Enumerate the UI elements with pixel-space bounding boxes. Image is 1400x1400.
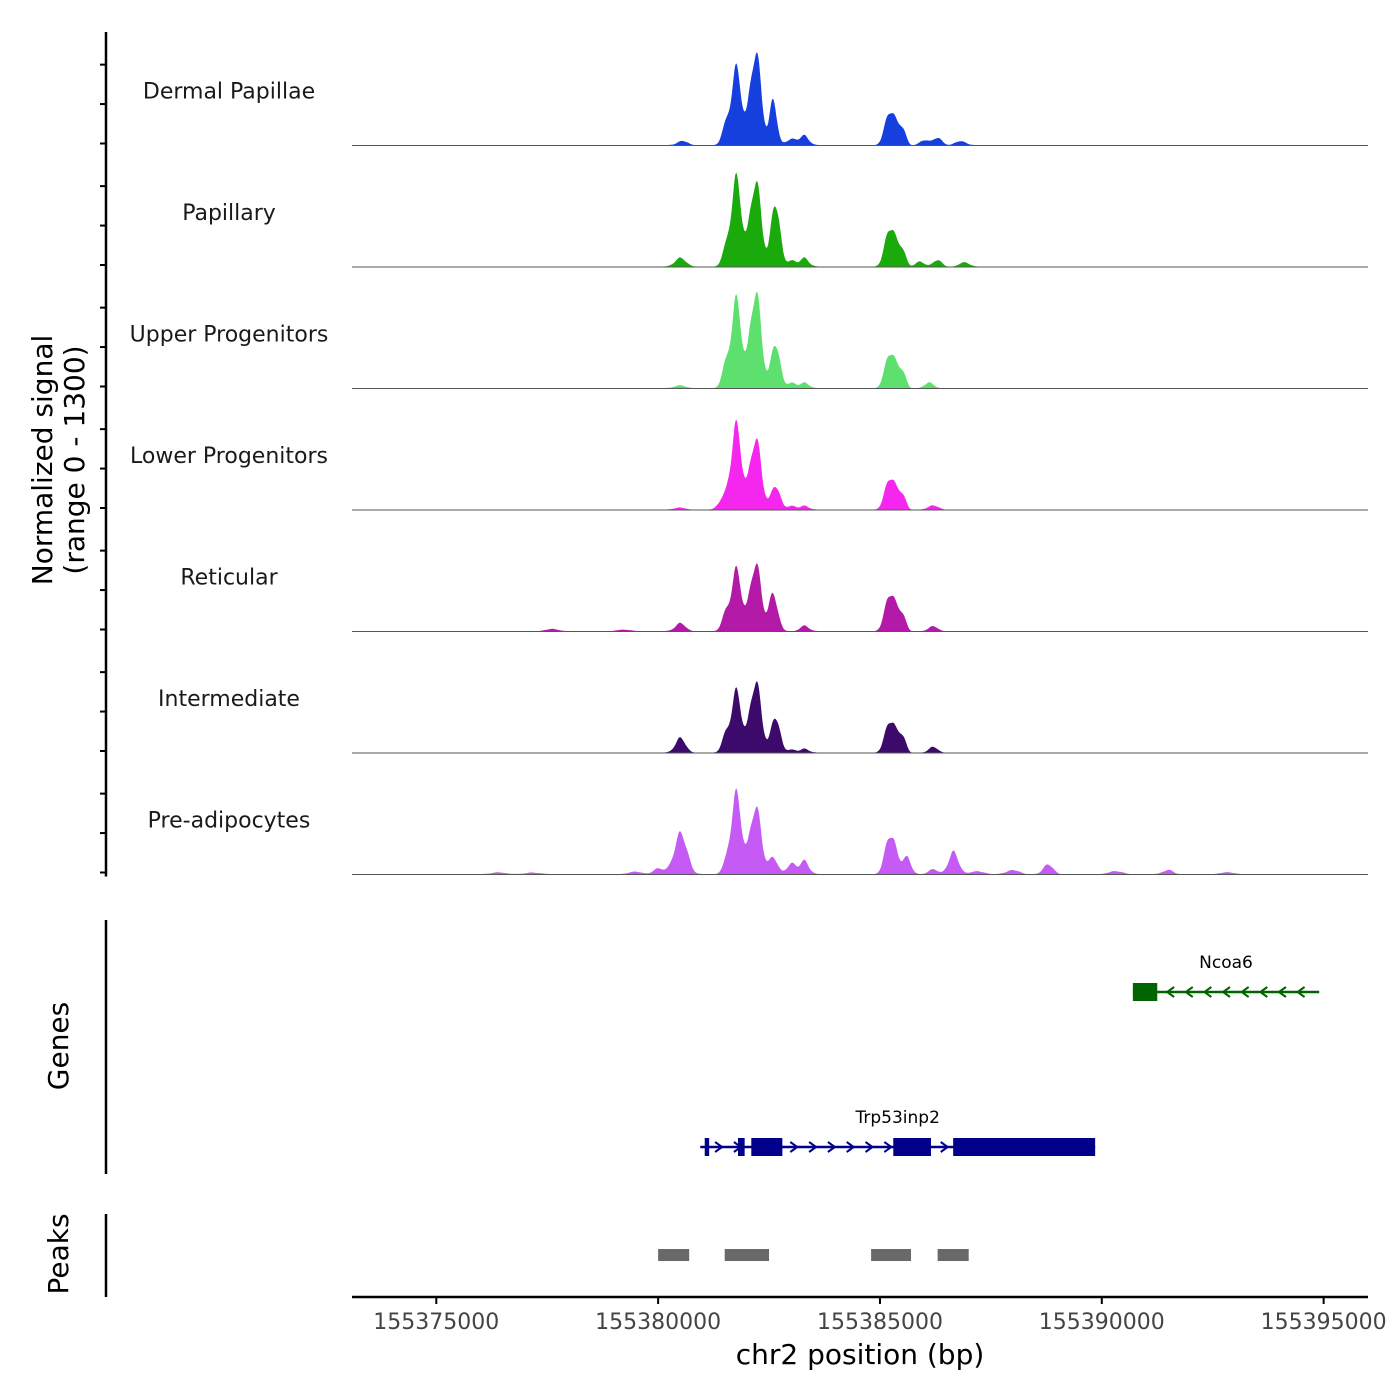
coverage-area [352,172,1320,267]
peak-region [937,1249,969,1261]
track-label: Dermal Papillae [143,80,315,105]
gene-exon [1132,983,1158,1001]
gene-exon [704,1138,710,1156]
signal-y-label-range: (range 0 - 1300) [58,345,91,574]
strand-arrow [1202,986,1212,998]
strand-arrow [940,1141,950,1153]
track-dermal-papillae: Dermal Papillae [143,52,1368,146]
coverage-area [352,291,1320,389]
track-label: Papillary [182,201,276,226]
gene-label: Ncoa6 [1199,953,1253,973]
strand-arrow [714,1141,724,1153]
x-axis-label: chr2 position (bp) [736,1338,985,1371]
gene-trp53inp2: Trp53inp2 [700,1108,1096,1156]
strand-arrow [808,1141,818,1153]
peak-region [724,1249,770,1261]
coverage-area [352,681,1320,753]
track-pre-adipocytes: Pre-adipocytes [148,788,1368,875]
coverage-area [352,52,1320,146]
strand-arrow [1239,986,1250,998]
peak-region [658,1249,690,1261]
x-axis: 155375000 155380000 155385000 155390000 1553… [352,1295,1387,1335]
track-label: Pre-adipocytes [148,809,311,834]
track-lower-progenitors: Lower Progenitors [130,419,1368,511]
coverage-area [352,563,1320,632]
strand-arrow [789,1141,800,1153]
coverage-tracks: Dermal Papillae Papillary Upper Progenitor… [130,52,1368,875]
track-label: Upper Progenitors [130,323,329,348]
gene-exon [737,1138,745,1156]
signal-y-label: Normalized signal [26,335,59,586]
track-papillary: Papillary [182,172,1368,268]
left-axes [100,32,108,877]
strand-arrow [1165,986,1175,998]
strand-arrow [1295,986,1306,998]
genes-y-label: Genes [42,1002,75,1090]
strand-arrow [827,1141,837,1153]
strand-arrow [883,1141,894,1153]
track-intermediate: Intermediate [158,681,1368,754]
track-reticular: Reticular [180,563,1368,632]
coverage-area [352,419,1320,510]
x-tick-label: 155385000 [817,1310,943,1335]
x-tick-label: 155395000 [1261,1310,1387,1335]
track-label: Lower Progenitors [130,444,328,469]
peaks-panel [104,1214,969,1297]
gene-exon [953,1138,1096,1156]
coverage-area [352,788,1320,875]
peak-region [871,1249,912,1261]
track-label: Reticular [180,566,278,591]
genes-panel: Ncoa6 Trp53inp2 [104,920,1320,1174]
x-tick-label: 155375000 [373,1310,499,1335]
gene-exon [751,1138,783,1156]
x-tick-label: 155380000 [595,1310,721,1335]
gene-label: Trp53inp2 [855,1108,940,1128]
track-upper-progenitors: Upper Progenitors [130,291,1368,389]
track-label: Intermediate [158,687,300,712]
strand-arrow [1221,986,1231,998]
gene-ncoa6: Ncoa6 [1132,953,1320,1001]
strand-arrow [1258,986,1268,998]
strand-arrow [1184,986,1194,998]
x-tick-label: 155390000 [1039,1310,1165,1335]
strand-arrow [846,1141,856,1153]
strand-arrow [1277,986,1287,998]
strand-arrow [864,1141,875,1153]
gene-exon [893,1138,931,1156]
peaks-y-label: Peaks [42,1213,75,1294]
